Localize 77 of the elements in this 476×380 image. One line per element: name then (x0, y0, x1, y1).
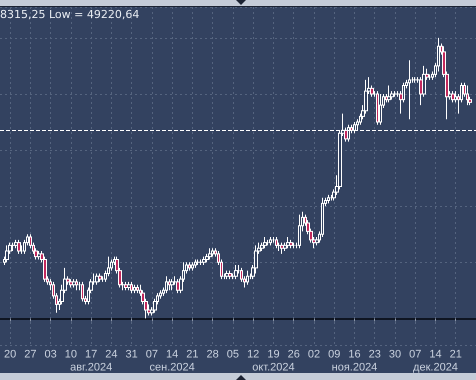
x2-tick-label: ноя.2024 (332, 362, 378, 374)
candlestick (211, 248, 214, 258)
x2-tick-label: окт.2024 (252, 362, 295, 374)
x-tick-label: 07 (409, 348, 422, 360)
x2-tick-label: дек.2024 (413, 362, 458, 374)
candlestick (208, 248, 212, 260)
x-tick-label: 27 (24, 348, 37, 360)
candlestick (234, 264, 238, 280)
x-tick-label: 03 (44, 348, 57, 360)
candlestick (17, 239, 21, 254)
candlestick (196, 258, 200, 266)
candlestick (292, 242, 295, 249)
candlestick (37, 250, 41, 260)
candlestick (289, 239, 293, 249)
candlestick (124, 281, 128, 291)
x-tick-label: 02 (308, 348, 320, 360)
x-tick-label: 30 (388, 348, 402, 360)
x-tick-label: 07 (146, 348, 158, 360)
candlestick (466, 85, 469, 106)
candlestick (246, 270, 249, 286)
candlestick (393, 90, 397, 98)
candlestick (168, 278, 171, 291)
candlestick (228, 270, 232, 280)
x-tick-label: 21 (186, 348, 199, 360)
x-tick-label: 21 (450, 348, 462, 360)
candlestick (191, 262, 194, 272)
candlestick (387, 85, 391, 103)
x-tick-label: 23 (368, 348, 381, 360)
x-tick-label: 12 (247, 348, 260, 360)
candlestick (263, 236, 267, 249)
candlestick (413, 76, 417, 84)
x-tick-label: 10 (64, 348, 78, 360)
candlestick (75, 278, 78, 291)
candlestick (95, 272, 99, 286)
x-tick-label: 16 (348, 348, 361, 360)
candlestick (298, 214, 301, 249)
candlestick (379, 93, 382, 126)
candlestick (188, 262, 191, 272)
candlestick (133, 284, 136, 294)
candlestick (170, 278, 174, 291)
candlestick (286, 236, 290, 249)
candlestick (98, 272, 102, 282)
candlestick (130, 281, 133, 294)
candlestick (194, 258, 197, 268)
x-tick-label: 05 (226, 348, 240, 360)
candlestick (266, 239, 269, 246)
x-tick-label: 31 (126, 348, 138, 360)
candlestick (81, 281, 84, 302)
x2-tick-label: сен.2024 (150, 362, 195, 374)
candlestick (127, 281, 131, 291)
x-tick-label: 17 (85, 348, 98, 360)
candlestick (165, 276, 168, 294)
candlestick (376, 90, 379, 126)
x-tick-label: 24 (105, 348, 118, 360)
candlestick (269, 236, 272, 246)
candlestick (199, 258, 203, 266)
candlestick (69, 278, 73, 288)
candlestick (5, 244, 9, 263)
x-tick-label: 19 (267, 348, 280, 360)
x-tick-label: 14 (166, 348, 178, 360)
text: 8315,25 Low = 49220,64 (0, 8, 140, 21)
candlestick (202, 256, 206, 266)
candlestick (72, 278, 76, 288)
candlestick (280, 242, 284, 254)
candlestick (11, 242, 15, 252)
candlestick (451, 90, 455, 103)
candlestick (408, 60, 411, 120)
candlestick (225, 270, 229, 280)
candlestick (275, 236, 278, 249)
candlestick (327, 194, 330, 204)
x-tick-label: 20 (4, 348, 16, 360)
x-tick-label: 28 (206, 348, 219, 360)
x-tick-label: 09 (328, 348, 340, 360)
x-tick-label: 26 (288, 348, 300, 360)
x2-tick-label: авг.2024 (70, 362, 112, 374)
candlestick (136, 284, 139, 294)
x-tick-label: 14 (429, 348, 442, 360)
